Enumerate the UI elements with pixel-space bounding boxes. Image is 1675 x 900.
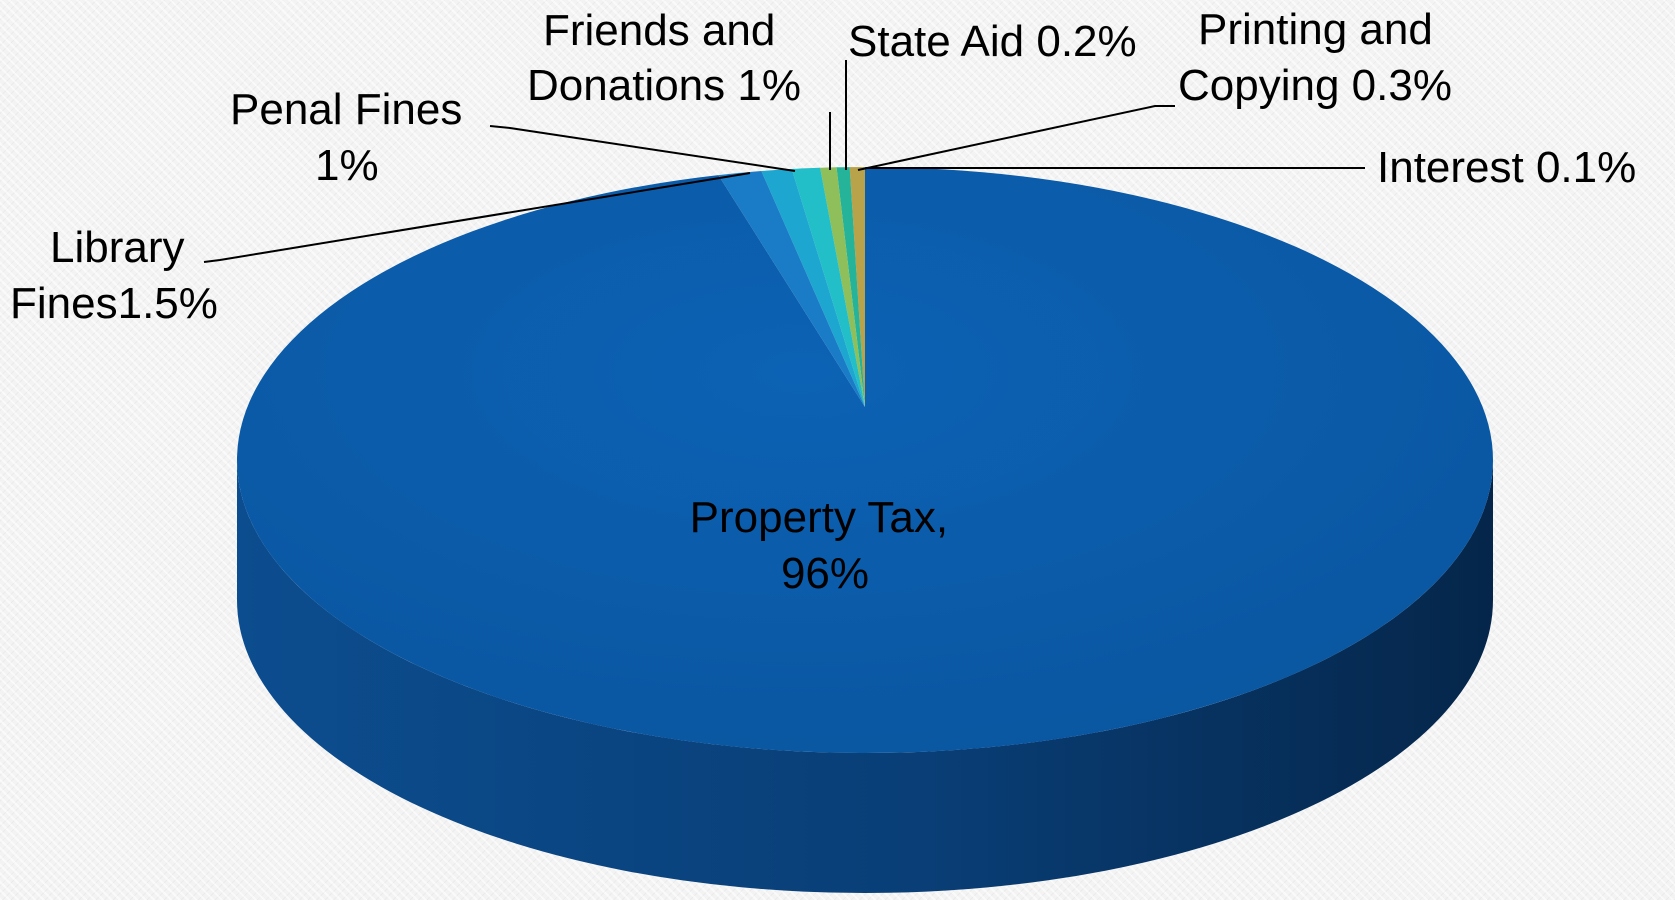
leader-printing: [857, 105, 1175, 171]
slice-penal-fines: [761, 169, 865, 407]
label-printing-copying: Printing and Copying 0.3%: [1178, 5, 1452, 110]
slice-library-fines: [718, 171, 865, 407]
leader-lines: [203, 60, 1365, 263]
label-friends-donations: Friends and Donations 1%: [527, 6, 801, 110]
label-penal-fines-line2: 1%: [315, 141, 379, 190]
label-friends-line2: Donations 1%: [527, 61, 801, 110]
label-friends-line1: Friends and: [543, 6, 775, 55]
label-library-fines-line1: Library: [50, 223, 185, 272]
slice-property-tax: [237, 167, 1494, 753]
label-interest: Interest 0.1%: [1377, 143, 1636, 192]
pie-side-wall: [237, 460, 1493, 893]
label-printing-line2: Copying 0.3%: [1178, 61, 1452, 110]
slice-printing-copying: [820, 167, 865, 407]
label-penal-fines: Penal Fines 1%: [230, 85, 475, 190]
label-state-aid: State Aid 0.2%: [848, 17, 1137, 66]
label-library-fines-line2: Fines1.5%: [10, 279, 218, 328]
label-property-tax-line2: 96%: [781, 549, 869, 598]
label-interest-line1: Interest 0.1%: [1377, 143, 1636, 192]
label-state-aid-line1: State Aid 0.2%: [848, 17, 1137, 66]
leader-library-fines: [203, 172, 751, 263]
leader-penal-fines: [489, 125, 796, 172]
slice-friends-donations: [791, 167, 865, 407]
label-penal-fines-line1: Penal Fines: [230, 85, 462, 134]
label-printing-line1: Printing and: [1198, 5, 1433, 54]
slice-interest: [849, 167, 865, 407]
small-slices: [718, 167, 865, 407]
label-library-fines: Library Fines1.5%: [10, 223, 218, 328]
slice-state-aid: [836, 167, 865, 407]
label-property-tax: Property Tax, 96%: [690, 493, 961, 598]
label-property-tax-line1: Property Tax,: [690, 493, 948, 542]
